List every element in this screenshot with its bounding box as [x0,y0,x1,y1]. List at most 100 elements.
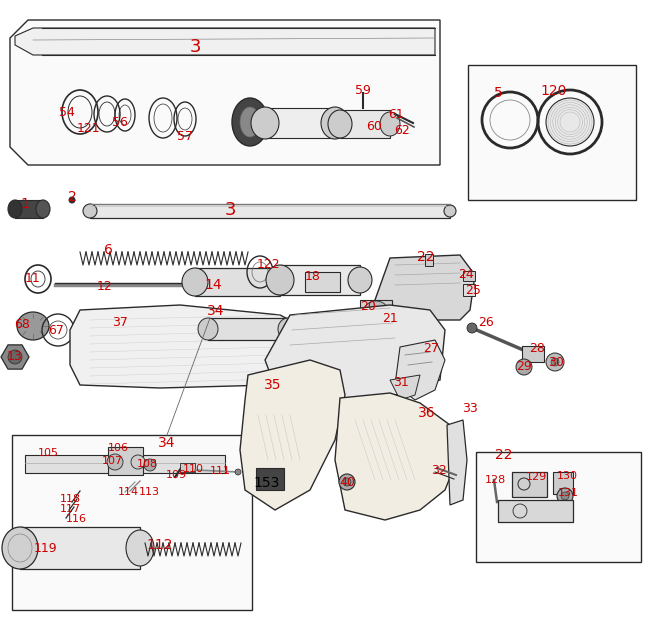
Ellipse shape [8,200,22,218]
Text: 108: 108 [136,459,157,469]
Text: 5: 5 [493,86,502,100]
Circle shape [516,359,532,375]
Text: 14: 14 [204,278,222,292]
Text: 12: 12 [97,280,113,292]
Text: 112: 112 [147,538,174,552]
Text: 22: 22 [417,250,435,264]
Polygon shape [265,305,445,400]
Text: 20: 20 [360,301,376,313]
Text: 26: 26 [478,317,494,329]
Circle shape [8,350,22,364]
Text: 111: 111 [209,466,231,476]
Text: 2: 2 [68,190,77,204]
Text: 1: 1 [21,197,29,211]
Ellipse shape [232,98,268,146]
Text: 37: 37 [112,315,128,329]
Text: 116: 116 [66,514,86,524]
Ellipse shape [240,107,260,137]
Ellipse shape [126,530,154,566]
Bar [553,472,573,494]
Text: 117: 117 [59,504,81,514]
Bar [305,272,340,292]
Polygon shape [70,305,305,388]
Polygon shape [335,393,455,520]
Ellipse shape [24,28,42,56]
Text: 119: 119 [33,541,57,554]
Polygon shape [447,420,467,505]
Bar [25,455,225,473]
Circle shape [546,98,594,146]
Ellipse shape [278,318,298,340]
Text: 35: 35 [265,378,281,392]
Text: 153: 153 [254,476,280,490]
Ellipse shape [2,527,38,569]
Bar [20,527,140,569]
Circle shape [235,469,241,475]
Bar [425,254,433,266]
Circle shape [343,478,351,486]
Polygon shape [390,375,420,400]
Text: 118: 118 [59,494,81,504]
Ellipse shape [328,110,352,138]
Text: 36: 36 [418,406,436,420]
Text: 32: 32 [431,464,447,476]
Text: 131: 131 [558,488,579,498]
Circle shape [144,459,156,471]
Text: 61: 61 [388,108,404,122]
Ellipse shape [182,268,208,296]
Text: 129: 129 [525,472,547,482]
Text: 30: 30 [548,357,564,369]
Text: 128: 128 [484,475,506,485]
Text: 106: 106 [107,443,129,453]
Bar [463,271,475,281]
Circle shape [467,323,477,333]
Text: 24: 24 [458,269,474,282]
Text: 6: 6 [103,243,112,257]
Text: 18: 18 [305,269,321,282]
Text: 120: 120 [541,84,567,98]
Bar [256,468,284,490]
Text: 67: 67 [48,324,64,336]
Ellipse shape [266,265,294,295]
Text: 121: 121 [76,122,100,134]
Polygon shape [395,340,445,400]
Text: 33: 33 [462,403,478,415]
Text: 29: 29 [516,361,532,373]
Polygon shape [240,360,345,510]
Text: 122: 122 [256,257,280,271]
Bar [280,265,360,295]
Ellipse shape [83,204,97,218]
Text: 60: 60 [366,120,382,134]
Text: 105: 105 [38,448,58,458]
Ellipse shape [198,318,218,340]
Text: 59: 59 [355,85,371,97]
Text: 107: 107 [101,456,123,466]
Bar [476,452,641,562]
Text: 31: 31 [393,376,409,389]
Text: 27: 27 [423,343,439,355]
Circle shape [532,352,538,358]
Circle shape [339,474,355,490]
Bar [15,200,43,218]
Circle shape [557,488,573,504]
Circle shape [561,492,569,500]
Circle shape [131,455,145,469]
Text: 3: 3 [224,201,236,219]
Text: 114: 114 [118,487,138,497]
Text: 110: 110 [183,464,203,474]
Circle shape [69,197,75,203]
Ellipse shape [380,112,400,136]
Bar [468,65,636,200]
Bar [522,346,544,362]
Ellipse shape [321,107,349,139]
Bar [208,318,288,340]
Polygon shape [375,255,475,320]
Text: 11: 11 [25,273,41,285]
Ellipse shape [251,107,279,139]
Text: 57: 57 [177,131,193,143]
Ellipse shape [17,312,49,340]
Text: 54: 54 [59,106,75,118]
Bar [108,447,143,475]
Text: 34: 34 [207,304,225,318]
Bar [360,300,392,322]
